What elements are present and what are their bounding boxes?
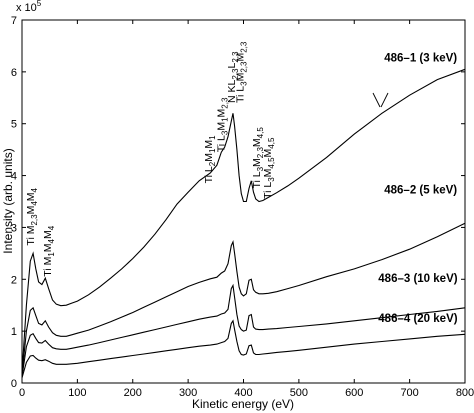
- series-labels: 486–1 (3 keV) 486–2 (5 keV) 486–3 (10 keV)…: [378, 52, 457, 324]
- y-tick-label: 5: [11, 119, 17, 131]
- peak-label-letter: M: [216, 109, 228, 118]
- peak-label-subscript: 1: [208, 135, 217, 140]
- peak-label-main: Ti L: [216, 135, 228, 152]
- peak-label: Ti M2,3M4M4: [25, 187, 39, 245]
- x-axis-ticks: 0 100 200 300 400 500 600 700 800: [19, 20, 474, 399]
- peak-label-subscript: 2,3: [231, 51, 240, 63]
- peak-label: Ti M1M4M4: [42, 225, 56, 276]
- peak-label-subscript: 1: [221, 117, 230, 122]
- x-tick-label: 300: [179, 387, 197, 399]
- peak-label-subscript: 2,3: [240, 41, 249, 53]
- peak-label: N KL2,3L2,3: [226, 51, 240, 103]
- series-line-2: [21, 222, 466, 376]
- x-tick-label: 700: [400, 387, 418, 399]
- peak-label-subscript: 2,3: [256, 147, 265, 159]
- peak-label-main: Ti M: [42, 257, 54, 277]
- peak-label-subscript: 4: [47, 225, 56, 230]
- x-tick-label: 400: [234, 387, 252, 399]
- peak-label-main: Ti L: [262, 182, 274, 199]
- y-tick-label: 0: [11, 378, 17, 390]
- peak-label-subscript: 1: [208, 148, 217, 153]
- peak-label-subscript: 3: [240, 81, 249, 86]
- nkl-pointer-line-right: [380, 92, 389, 108]
- peak-label-subscript: 2,3: [231, 68, 240, 80]
- peak-label-subscript: 3: [221, 130, 230, 135]
- peak-label-subscript: 3: [267, 177, 276, 182]
- peak-label: Ti L3M4,5M4,5: [262, 137, 276, 199]
- peak-label: Ti L2M1M1: [203, 135, 217, 184]
- x-tick-label: 0: [19, 387, 25, 399]
- peak-label-letter: M: [251, 158, 263, 167]
- y-exponent-label: x 105: [16, 0, 42, 14]
- peak-label-main: Ti L: [235, 86, 247, 103]
- svg-text:x 105: x 105: [16, 0, 42, 14]
- peak-label-subscript: 2,3: [221, 97, 230, 109]
- peak-label-main: N KL: [226, 79, 238, 103]
- peak-label-letter: M: [216, 122, 228, 131]
- peak-label-subscript: 2,3: [30, 214, 39, 226]
- x-axis-title: Kinetic energy (eV): [192, 397, 294, 411]
- y-exponent-base: x 10: [16, 2, 37, 14]
- peak-label-letter: M: [262, 169, 274, 178]
- y-tick-label: 7: [11, 15, 17, 27]
- peak-label-main: Ti L: [203, 166, 215, 183]
- y-tick-label: 6: [11, 67, 17, 79]
- y-tick-label: 4: [11, 171, 17, 183]
- x-tick-label: 500: [290, 387, 308, 399]
- peak-label-subscript: 4: [47, 238, 56, 243]
- peak-label-main: Ti M: [25, 226, 37, 246]
- peak-label-letter: M: [42, 230, 54, 239]
- peak-label-subscript: 4,5: [267, 157, 276, 169]
- y-tick-label: 1: [11, 326, 17, 338]
- peak-label: Ti L3M2,3M2,3: [235, 41, 249, 103]
- y-axis-title: Intensity (arb. units): [1, 148, 15, 253]
- x-tick-label: 200: [124, 387, 142, 399]
- peak-label-letter: L: [226, 63, 238, 69]
- series-label-486-3: 486–3 (10 keV): [378, 273, 457, 285]
- y-axis-ticks: 0 1 2 3 4 5 6 7: [11, 15, 465, 390]
- peak-label-letter: M: [25, 206, 37, 215]
- series-line-1: [21, 68, 466, 373]
- series-line-4: [21, 319, 466, 378]
- peak-label: Ti L3M2,3M4,5: [251, 127, 265, 189]
- peak-label-main: Ti L: [251, 171, 263, 188]
- peak-label-subscript: 4: [30, 187, 39, 192]
- peak-label-letter: M: [42, 243, 54, 252]
- peak-label-subscript: 3: [256, 166, 265, 171]
- peak-label-letter: M: [235, 53, 247, 62]
- spectra-series: [21, 68, 466, 378]
- peak-label-letter: M: [203, 140, 215, 149]
- peak-label-subscript: 2: [208, 161, 217, 166]
- series-label-486-4: 486–4 (20 keV): [378, 313, 457, 325]
- peak-label-subscript: 2,3: [240, 61, 249, 73]
- peak-label-letter: M: [235, 73, 247, 82]
- peak-label-subscript: 1: [47, 252, 56, 257]
- series-label-486-1: 486–1 (3 keV): [384, 52, 457, 64]
- peak-label-letter: M: [25, 192, 37, 201]
- x-tick-label: 600: [345, 387, 363, 399]
- series-line-3: [21, 283, 466, 377]
- y-exponent-power: 5: [37, 0, 42, 8]
- nkl-pointer-line-left: [372, 92, 381, 108]
- x-tick-label: 800: [456, 387, 474, 399]
- peak-label: Ti L3M1M2,3: [216, 97, 230, 152]
- peak-label-letter: M: [262, 149, 274, 158]
- y-tick-label: 3: [11, 222, 17, 234]
- peak-label-subscript: 4,5: [256, 127, 265, 139]
- y-tick-label: 2: [11, 274, 17, 286]
- peak-label-letter: M: [251, 138, 263, 147]
- peak-label-subscript: 4,5: [267, 137, 276, 149]
- x-tick-label: 100: [68, 387, 86, 399]
- series-label-486-2: 486–2 (5 keV): [384, 185, 457, 197]
- peak-label-letter: M: [203, 153, 215, 162]
- peak-label-subscript: 4: [30, 201, 39, 206]
